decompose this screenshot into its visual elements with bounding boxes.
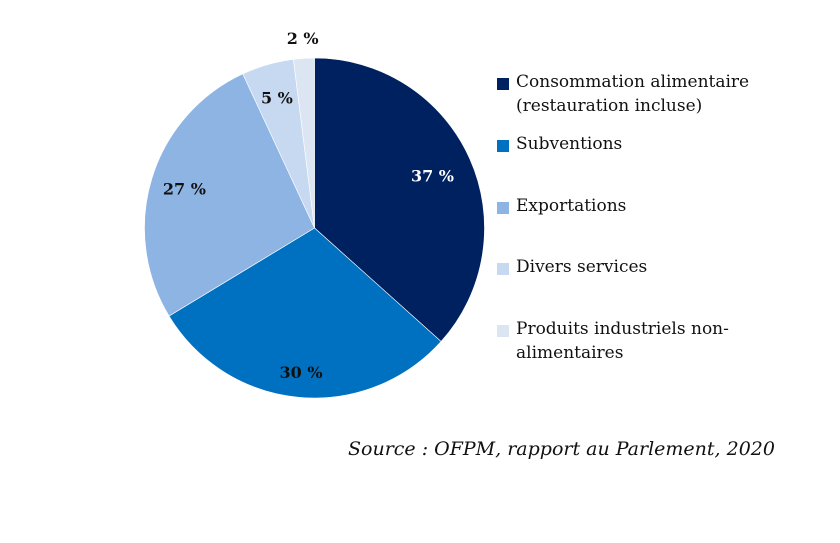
legend-label: Consommation alimentaire (restauration in…	[516, 72, 750, 116]
pie-slice	[168, 227, 442, 399]
slice-data-label: 5 %	[261, 88, 293, 107]
legend-label: Exportations	[516, 196, 627, 216]
slice-data-label: 37 %	[411, 166, 454, 185]
legend-swatch	[497, 263, 509, 275]
legend-label: Subventions	[516, 134, 623, 154]
legend-label: Produits industriels non-alimentaires	[516, 319, 729, 363]
legend-swatch	[497, 140, 509, 152]
slice-data-label: 30 %	[280, 363, 323, 382]
legend-item-exportations: Exportations	[497, 194, 786, 218]
legend-item-divers-services: Divers services	[497, 255, 786, 279]
pie-slice	[293, 57, 315, 229]
legend-label: Divers services	[516, 257, 648, 277]
legend-item-consommation: Consommation alimentaire (restauration in…	[497, 70, 786, 118]
pie-slice	[144, 73, 315, 317]
source-note: Source : OFPM, rapport au Parlement, 202…	[348, 438, 775, 460]
legend-swatch	[497, 202, 509, 214]
slice-data-label: 27 %	[163, 179, 206, 198]
legend-swatch	[497, 78, 509, 90]
pie-slice	[314, 57, 485, 342]
legend-item-subventions: Subventions	[497, 132, 786, 156]
slice-data-label: 2 %	[287, 29, 319, 48]
legend-item-produits-industriels: Produits industriels non-alimentaires	[497, 317, 786, 365]
legend-swatch	[497, 325, 509, 337]
